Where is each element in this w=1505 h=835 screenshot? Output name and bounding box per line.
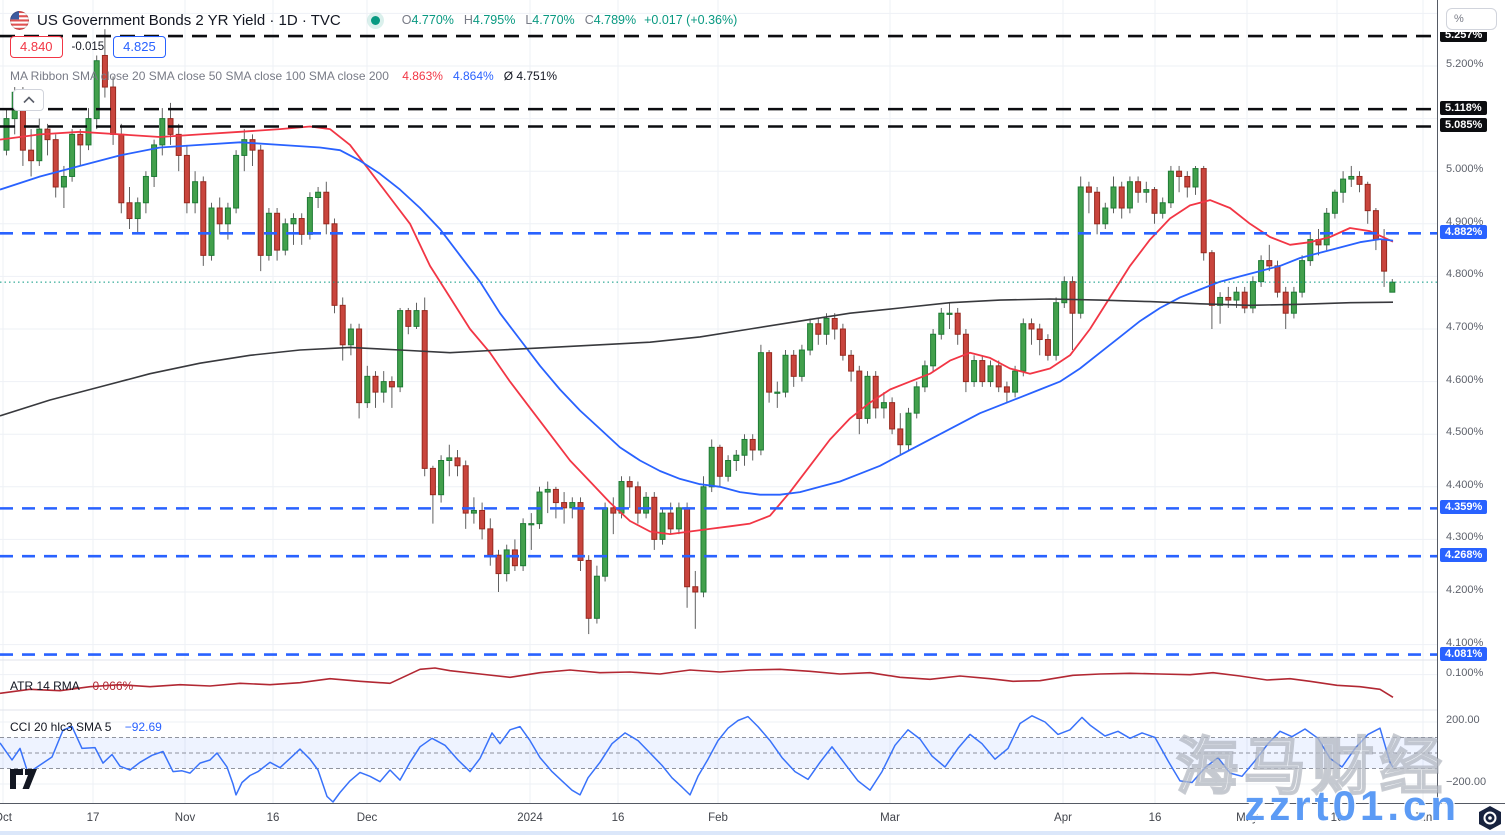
time-label: Jun: [1413, 812, 1433, 824]
time-label: Mar: [880, 812, 900, 824]
price-tick: 5.000%: [1446, 163, 1484, 176]
cci-tick: 200.00: [1446, 714, 1480, 726]
price-tick: 4.300%: [1446, 531, 1484, 544]
price-tick: 4.900%: [1446, 215, 1484, 228]
price-tick: 4.200%: [1446, 584, 1484, 596]
percent-scale-button[interactable]: %: [1446, 8, 1497, 30]
price-tick: 4.500%: [1446, 426, 1484, 439]
cci-tick: −200.00: [1446, 776, 1487, 788]
time-label: Oct: [0, 812, 12, 824]
atr-label[interactable]: ATR 14 RMA: [10, 679, 80, 693]
collapse-legend-button[interactable]: [13, 89, 44, 111]
ohlc-values: O4.770% H4.795% L4.770% C4.789%: [402, 13, 636, 27]
bottom-edge-strip: [0, 831, 1505, 835]
cci-legend: CCI 20 hlc3 SMA 5 −92.69: [10, 720, 162, 734]
sma-line-1: [0, 125, 1394, 535]
candlestick-series: [3, 29, 1396, 635]
cci-label[interactable]: CCI 20 hlc3 SMA 5: [10, 720, 112, 734]
cci-line: [0, 715, 1394, 803]
price-tick: 4.800%: [1446, 268, 1484, 281]
time-label: May: [1236, 812, 1258, 824]
ohlc-pair: H4.795%: [463, 13, 516, 27]
sell-price-box[interactable]: 4.840: [10, 36, 63, 58]
quote-row: 4.840 -0.015 4.825: [10, 36, 166, 58]
level-label-blue: 4.882%: [1440, 225, 1488, 240]
time-axis[interactable]: Oct 17 Nov 16 Dec 2024 16 Feb Mar Apr 16 May 16 Jun: [0, 803, 1505, 835]
buy-price-box[interactable]: 4.825: [113, 36, 166, 58]
ma-sma50-value: 4.864%: [452, 69, 494, 83]
price-tick: 5.200%: [1446, 58, 1484, 70]
ma-ribbon-label[interactable]: MA Ribbon SMA close 20 SMA close 50 SMA …: [10, 69, 389, 83]
us-flag-icon: [10, 10, 29, 30]
time-label: Apr: [1054, 812, 1072, 824]
atr-line: [0, 667, 1394, 698]
ohlc-pair: O4.770%: [401, 13, 454, 27]
spread-value: -0.015: [71, 41, 105, 53]
level-label-black: 5.085%: [1440, 118, 1488, 133]
level-label-black: 5.257%: [1440, 32, 1488, 43]
atr-tick: 0.100%: [1446, 666, 1484, 679]
time-label: Dec: [356, 812, 378, 824]
price-axis[interactable]: 5.200% 5.000% 4.900% 4.800% 4.700% 4.600% 4.50…: [1437, 0, 1505, 803]
time-label: 16: [611, 812, 625, 824]
ohlc-pair: C4.789%: [584, 13, 637, 27]
chevron-up-icon: [22, 96, 35, 104]
time-label: 16: [1148, 812, 1162, 824]
sma-line-3: [0, 298, 1394, 417]
level-label-black: 5.118%: [1440, 101, 1487, 116]
atr-value: 0.066%: [92, 679, 134, 693]
symbol-title[interactable]: US Government Bonds 2 YR Yield · 1D · TV…: [37, 11, 341, 29]
level-label-blue: 4.268%: [1440, 548, 1488, 563]
time-label: 16: [1330, 812, 1344, 824]
time-label: 16: [266, 812, 280, 824]
time-label: 17: [86, 812, 100, 824]
price-tick: 4.700%: [1446, 321, 1484, 333]
level-label-blue: 4.359%: [1440, 500, 1488, 515]
market-status-dot[interactable]: [370, 15, 380, 25]
cci-value: −92.69: [124, 720, 162, 734]
sma-line-2: [0, 141, 1394, 496]
time-label: Feb: [708, 812, 728, 824]
price-tick: 4.600%: [1446, 373, 1484, 386]
ma-avg-value: Ø 4.751%: [503, 69, 558, 83]
tradingview-logo[interactable]: [10, 769, 38, 795]
price-tick: 4.100%: [1446, 636, 1484, 649]
level-label-blue: 4.081%: [1440, 646, 1488, 661]
price-tick: 4.400%: [1446, 478, 1484, 491]
ma-sma20-value: 4.863%: [402, 69, 443, 83]
time-label: 2024: [517, 812, 543, 824]
chart-canvas[interactable]: [0, 0, 1437, 803]
ohlc-pair: L4.770%: [525, 13, 575, 27]
ma-ribbon-legend: MA Ribbon SMA close 20 SMA close 50 SMA …: [10, 69, 557, 83]
symbol-header: US Government Bonds 2 YR Yield · 1D · TV…: [10, 8, 737, 32]
time-label: Nov: [174, 812, 196, 824]
atr-legend: ATR 14 RMA 0.066%: [10, 679, 133, 693]
change-value: +0.017 (+0.36%): [644, 13, 738, 27]
